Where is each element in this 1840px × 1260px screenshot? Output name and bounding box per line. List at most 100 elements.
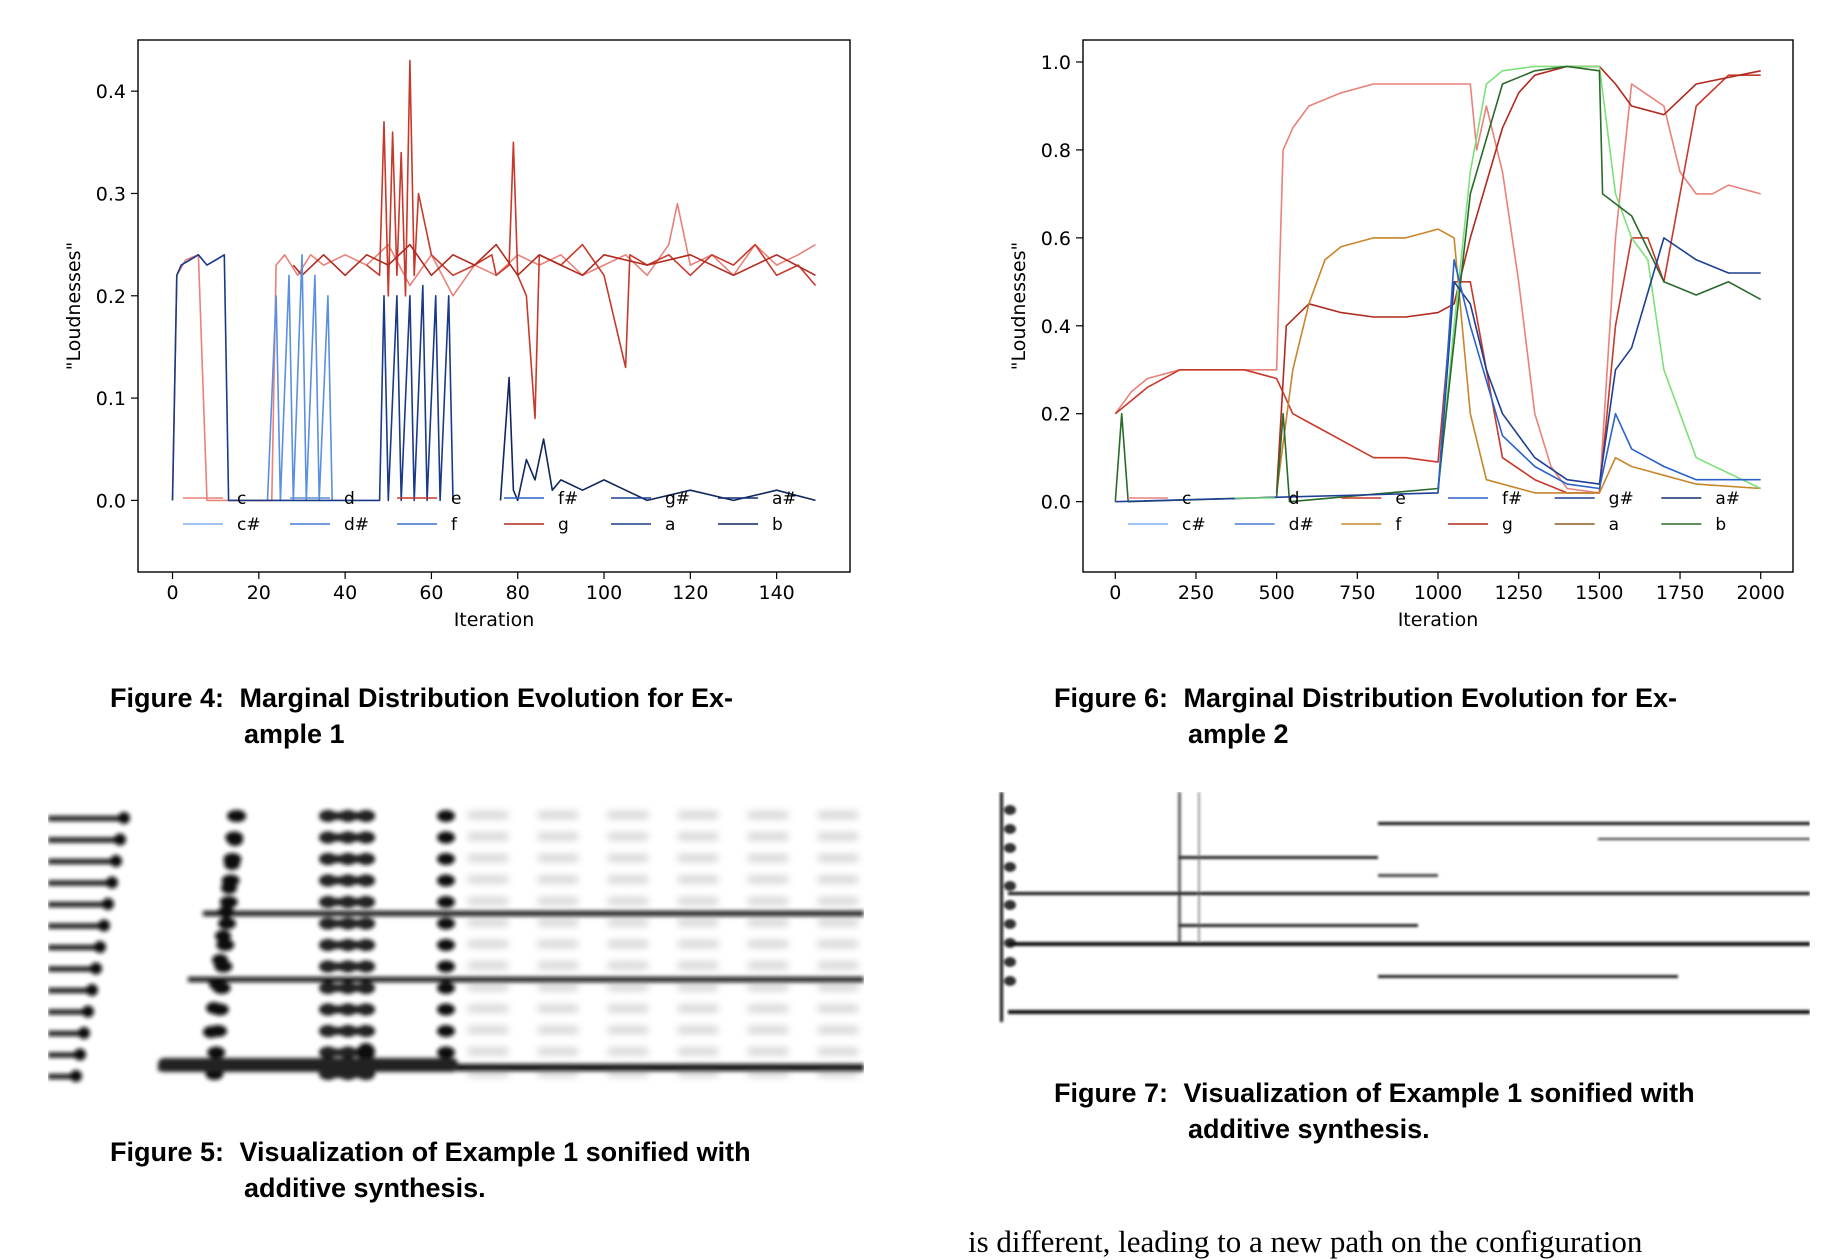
- spec-faint: [748, 812, 788, 818]
- spec-faint: [748, 876, 788, 883]
- plot-area: [171, 59, 817, 502]
- legend-label-b: b: [1715, 515, 1726, 535]
- spec-faint: [608, 833, 648, 840]
- x-tick-label: 100: [586, 582, 622, 604]
- x-tick-label: 40: [333, 582, 357, 604]
- spec-blob: [216, 939, 235, 951]
- x-tick-label: 80: [506, 582, 530, 604]
- x-tick-label: 500: [1259, 582, 1295, 604]
- x-tick-label: 0: [166, 582, 178, 604]
- legend-label-a#: a#: [772, 489, 797, 509]
- spec-faint: [538, 984, 578, 990]
- spec-stroke: [320, 962, 372, 971]
- legend-label-a: a: [1609, 515, 1619, 535]
- spec-faint: [538, 855, 578, 861]
- spec-blob: [437, 810, 455, 822]
- spec-faint: [608, 919, 648, 926]
- spec-blob: [1004, 957, 1016, 967]
- spec-faint: [748, 833, 788, 840]
- body-text-line: is different, leading to a new path on t…: [968, 1224, 1643, 1259]
- spec-blob: [86, 984, 98, 996]
- spec-blob: [437, 896, 455, 908]
- x-tick-label: 0: [1109, 582, 1121, 604]
- spec-faint: [678, 1070, 718, 1076]
- spec-blob: [437, 831, 455, 844]
- spec-blob: [219, 896, 238, 908]
- spec-faint: [468, 1048, 508, 1055]
- spec-stroke: [1000, 792, 1003, 1022]
- figure-6-caption-line2: ample 2: [1188, 719, 1289, 749]
- spec-stroke: [320, 876, 372, 885]
- spec-faint: [468, 1027, 508, 1033]
- spec-line: [188, 977, 864, 982]
- spec-faint: [468, 1005, 508, 1012]
- figure-7-caption-line1: Visualization of Example 1 sonified with: [1183, 1078, 1695, 1108]
- series-line-b: [499, 376, 816, 502]
- figure-5-caption-number: Figure 5:: [110, 1137, 225, 1167]
- x-axis-label: Iteration: [1398, 609, 1479, 631]
- x-tick-label: 140: [759, 582, 795, 604]
- x-tick-label: 20: [247, 582, 271, 604]
- spec-faint: [1178, 792, 1181, 942]
- spec-blob: [437, 917, 455, 930]
- spec-blob: [102, 898, 114, 910]
- spec-faint: [678, 833, 718, 840]
- legend-label-g: g: [558, 515, 569, 535]
- spec-faint: [608, 1027, 648, 1033]
- spec-faint: [468, 855, 508, 861]
- spec-line: [1378, 874, 1438, 877]
- spec-faint: [818, 898, 858, 904]
- spec-faint: [818, 812, 858, 818]
- spec-blob: [212, 954, 228, 966]
- figure-4-caption-line1: Marginal Distribution Evolution for Ex-: [239, 683, 734, 713]
- figure-6-caption-line1: Marginal Distribution Evolution for Ex-: [1183, 683, 1678, 713]
- spec-faint: [818, 1048, 858, 1055]
- spec-faint: [468, 833, 508, 840]
- spec-stroke: [48, 816, 124, 821]
- x-tick-label: 1000: [1414, 582, 1462, 604]
- spec-faint: [538, 1027, 578, 1033]
- spec-faint: [468, 876, 508, 883]
- spec-stroke: [320, 1005, 372, 1014]
- figure-4-caption-number: Figure 4:: [110, 683, 225, 713]
- spec-faint: [818, 876, 858, 883]
- spec-blob: [357, 1043, 375, 1061]
- legend-label-e: e: [1395, 489, 1405, 509]
- legend-label-d: d: [1289, 489, 1300, 509]
- series-line-b: [1114, 65, 1762, 503]
- y-tick-label: 0.2: [1041, 404, 1071, 426]
- spec-blob: [106, 876, 118, 889]
- legend-label-g#: g#: [665, 489, 690, 509]
- spec-faint: [678, 1027, 718, 1033]
- spec-line: [1178, 856, 1378, 859]
- spec-faint: [748, 1005, 788, 1012]
- spec-blob: [98, 919, 110, 932]
- spec-faint: [468, 919, 508, 926]
- spec-faint: [678, 855, 718, 861]
- spec-faint: [748, 1070, 788, 1076]
- spec-faint: [748, 984, 788, 990]
- spec-blob: [215, 930, 231, 942]
- spec-faint: [678, 1005, 718, 1012]
- series-line-d: [266, 254, 333, 502]
- y-tick-label: 0.3: [96, 183, 126, 205]
- spec-blob: [1004, 843, 1016, 853]
- spec-faint: [678, 984, 718, 990]
- spec-stroke: [48, 1074, 76, 1079]
- spec-faint: [818, 833, 858, 840]
- spec-line: [1008, 942, 1810, 946]
- spec-blob: [230, 810, 246, 822]
- spec-line: [1008, 892, 1810, 895]
- chart-figure-4: 0 20 40 60 80 100 120 140 0.0 0.1 0.2 0.3 0.4 Iterati…: [63, 39, 851, 631]
- spectrogram-figure-7: [998, 792, 1810, 1042]
- series-line-g#: [1115, 237, 1761, 503]
- plot-area: [1114, 65, 1762, 503]
- spec-faint: [748, 855, 788, 861]
- spec-stroke: [320, 919, 372, 928]
- spec-blob: [118, 812, 130, 824]
- legend-label-f#: f#: [1502, 489, 1522, 509]
- spec-stroke: [48, 1052, 80, 1058]
- legend-label-c#: c#: [237, 515, 261, 535]
- spec-faint: [608, 898, 648, 904]
- legend-label-f: f: [1395, 515, 1402, 535]
